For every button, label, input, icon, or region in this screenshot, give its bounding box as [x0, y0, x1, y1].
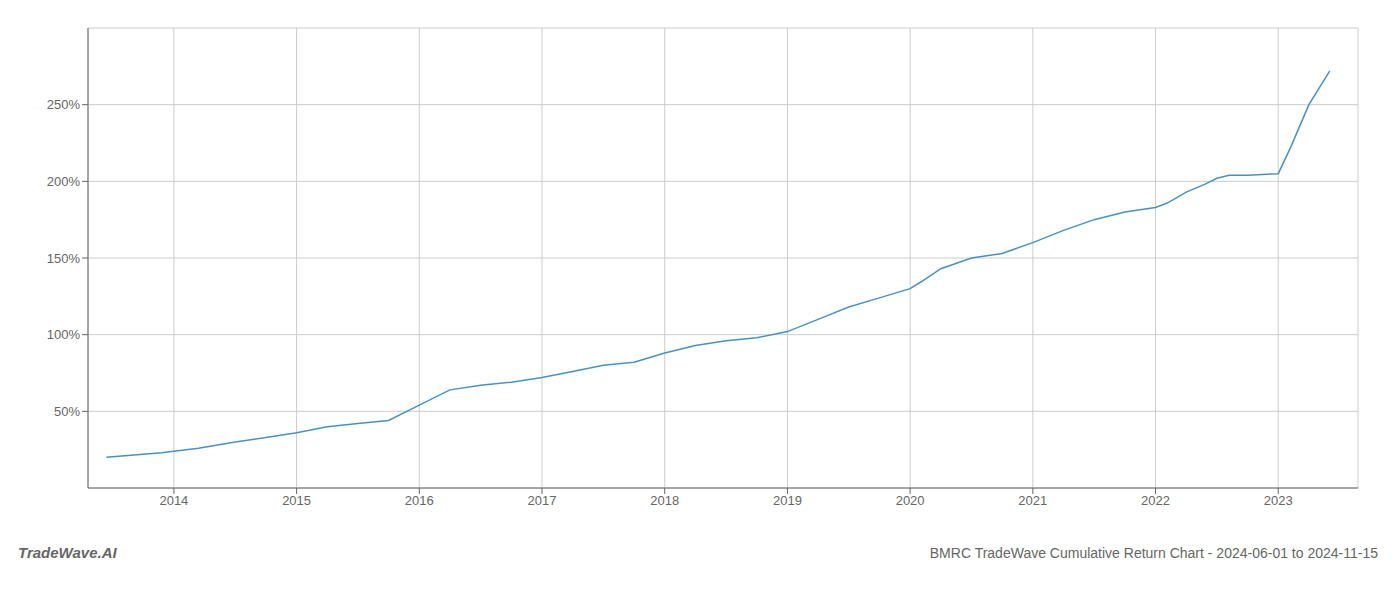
svg-text:200%: 200% [47, 174, 81, 189]
svg-text:100%: 100% [47, 327, 81, 342]
svg-text:2015: 2015 [282, 493, 311, 508]
svg-text:2022: 2022 [1141, 493, 1170, 508]
svg-text:2018: 2018 [650, 493, 679, 508]
html-text:TradeWave.AI: TradeWave.AI [18, 544, 117, 561]
svg-text:2020: 2020 [896, 493, 925, 508]
html-text:BMRC TradeWave Cumulative Retu: BMRC TradeWave Cumulative Return Chart -… [929, 545, 1378, 561]
svg-text:2017: 2017 [528, 493, 557, 508]
svg-text:2016: 2016 [405, 493, 434, 508]
svg-text:2019: 2019 [773, 493, 802, 508]
svg-text:2023: 2023 [1264, 493, 1293, 508]
svg-text:250%: 250% [47, 97, 81, 112]
svg-text:2014: 2014 [159, 493, 188, 508]
svg-text:2021: 2021 [1018, 493, 1047, 508]
svg-text:50%: 50% [54, 404, 80, 419]
svg-text:150%: 150% [47, 251, 81, 266]
